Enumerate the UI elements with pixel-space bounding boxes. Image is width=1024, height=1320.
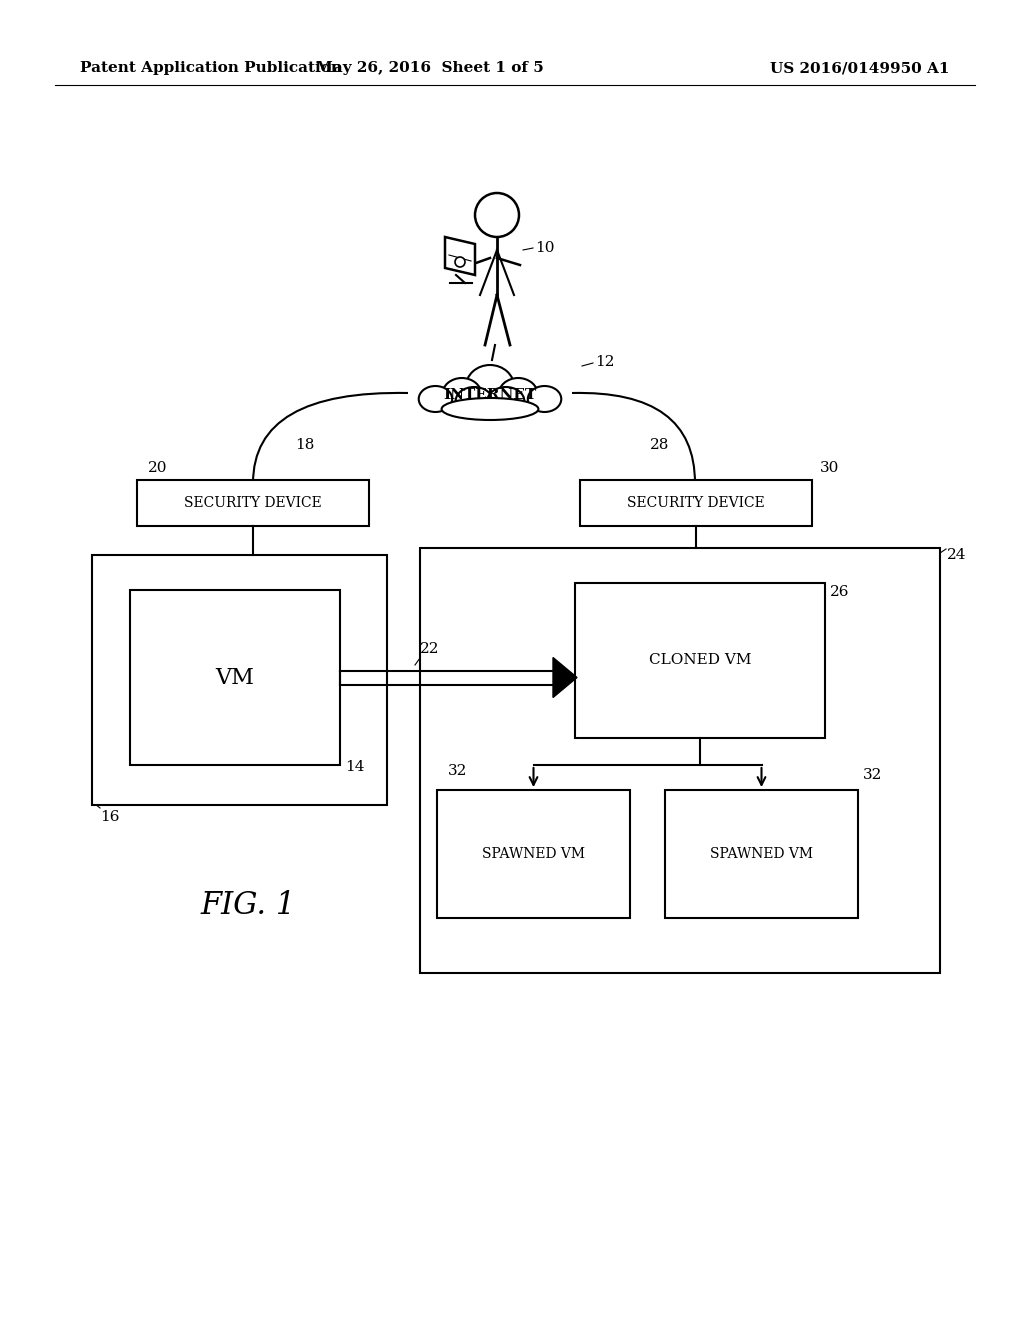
Text: 20: 20	[148, 461, 168, 475]
Text: 10: 10	[535, 242, 555, 255]
Text: INTERNET: INTERNET	[443, 388, 537, 403]
FancyBboxPatch shape	[437, 789, 630, 917]
Ellipse shape	[466, 366, 514, 409]
Ellipse shape	[527, 385, 561, 412]
FancyBboxPatch shape	[420, 548, 940, 973]
FancyBboxPatch shape	[575, 583, 825, 738]
Text: US 2016/0149950 A1: US 2016/0149950 A1	[770, 61, 950, 75]
Text: CLONED VM: CLONED VM	[649, 653, 752, 668]
Text: SECURITY DEVICE: SECURITY DEVICE	[184, 496, 322, 510]
Polygon shape	[553, 657, 577, 697]
FancyBboxPatch shape	[130, 590, 340, 766]
FancyBboxPatch shape	[92, 554, 387, 805]
Ellipse shape	[442, 378, 481, 412]
Text: 30: 30	[820, 461, 840, 475]
Circle shape	[455, 257, 465, 267]
Text: SECURITY DEVICE: SECURITY DEVICE	[627, 496, 765, 510]
Text: 12: 12	[595, 355, 614, 370]
Text: VM: VM	[216, 667, 254, 689]
Polygon shape	[445, 238, 475, 275]
Text: 16: 16	[100, 810, 120, 824]
FancyBboxPatch shape	[665, 789, 858, 917]
Ellipse shape	[487, 387, 524, 414]
Text: 32: 32	[863, 768, 883, 781]
Text: Patent Application Publication: Patent Application Publication	[80, 61, 342, 75]
Text: 18: 18	[295, 438, 314, 451]
Text: 14: 14	[345, 760, 365, 774]
Text: 28: 28	[650, 438, 670, 451]
Text: SPAWNED VM: SPAWNED VM	[482, 847, 585, 861]
Text: 24: 24	[947, 548, 967, 562]
FancyBboxPatch shape	[137, 480, 369, 525]
Ellipse shape	[441, 399, 539, 420]
FancyBboxPatch shape	[580, 480, 812, 525]
Text: 32: 32	[449, 764, 467, 777]
Text: SPAWNED VM: SPAWNED VM	[710, 847, 813, 861]
Ellipse shape	[499, 378, 538, 412]
Text: 22: 22	[420, 642, 439, 656]
Text: FIG. 1: FIG. 1	[201, 890, 296, 921]
Text: May 26, 2016  Sheet 1 of 5: May 26, 2016 Sheet 1 of 5	[316, 61, 544, 75]
Ellipse shape	[419, 385, 453, 412]
Text: 26: 26	[830, 585, 850, 599]
Circle shape	[475, 193, 519, 238]
Ellipse shape	[456, 387, 493, 414]
